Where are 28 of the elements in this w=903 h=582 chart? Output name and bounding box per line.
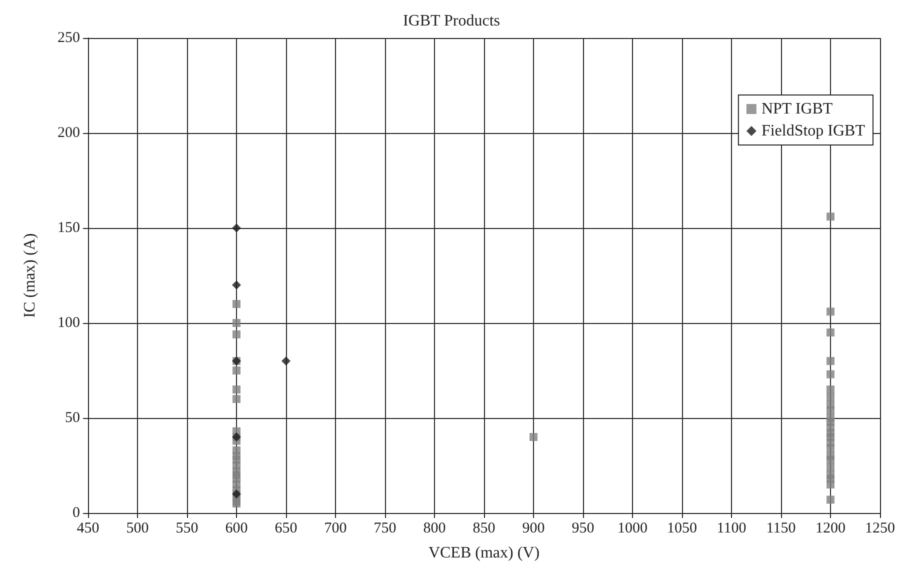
x-tick-label: 500 [126, 520, 149, 536]
x-tick-label: 850 [472, 520, 496, 536]
x-tick-label: 1000 [618, 520, 648, 536]
x-tick-label: 600 [225, 520, 248, 536]
x-tick-label: 550 [176, 520, 198, 536]
x-tick-label: 450 [76, 520, 100, 536]
y-axis-title: IC (max) (A) [22, 233, 38, 318]
x-tick-label: 950 [572, 520, 594, 536]
x-tick-label: 750 [374, 520, 396, 536]
x-tick-label: 900 [522, 520, 545, 536]
chart-title: IGBT Products [402, 12, 500, 30]
y-tick-label: 150 [58, 220, 80, 236]
y-tick-label: 100 [58, 315, 80, 331]
x-tick-label: 700 [324, 520, 347, 536]
y-tick-label: 250 [58, 30, 80, 46]
y-tick-label: 200 [58, 125, 80, 141]
legend-label: NPT IGBT [761, 100, 833, 118]
x-tick-label: 800 [423, 520, 446, 536]
x-tick-label: 1250 [865, 520, 895, 536]
y-tick-label: 0 [72, 505, 80, 521]
x-tick-label: 650 [274, 520, 298, 536]
x-tick-label: 1200 [816, 520, 846, 536]
x-tick-label: 1050 [667, 520, 697, 536]
y-tick-label: 50 [65, 410, 80, 426]
legend-label: FieldStop IGBT [761, 122, 866, 140]
x-tick-label: 1150 [766, 520, 796, 536]
x-axis-title: VCEB (max) (V) [428, 544, 540, 562]
x-tick-label: 1100 [716, 520, 746, 536]
